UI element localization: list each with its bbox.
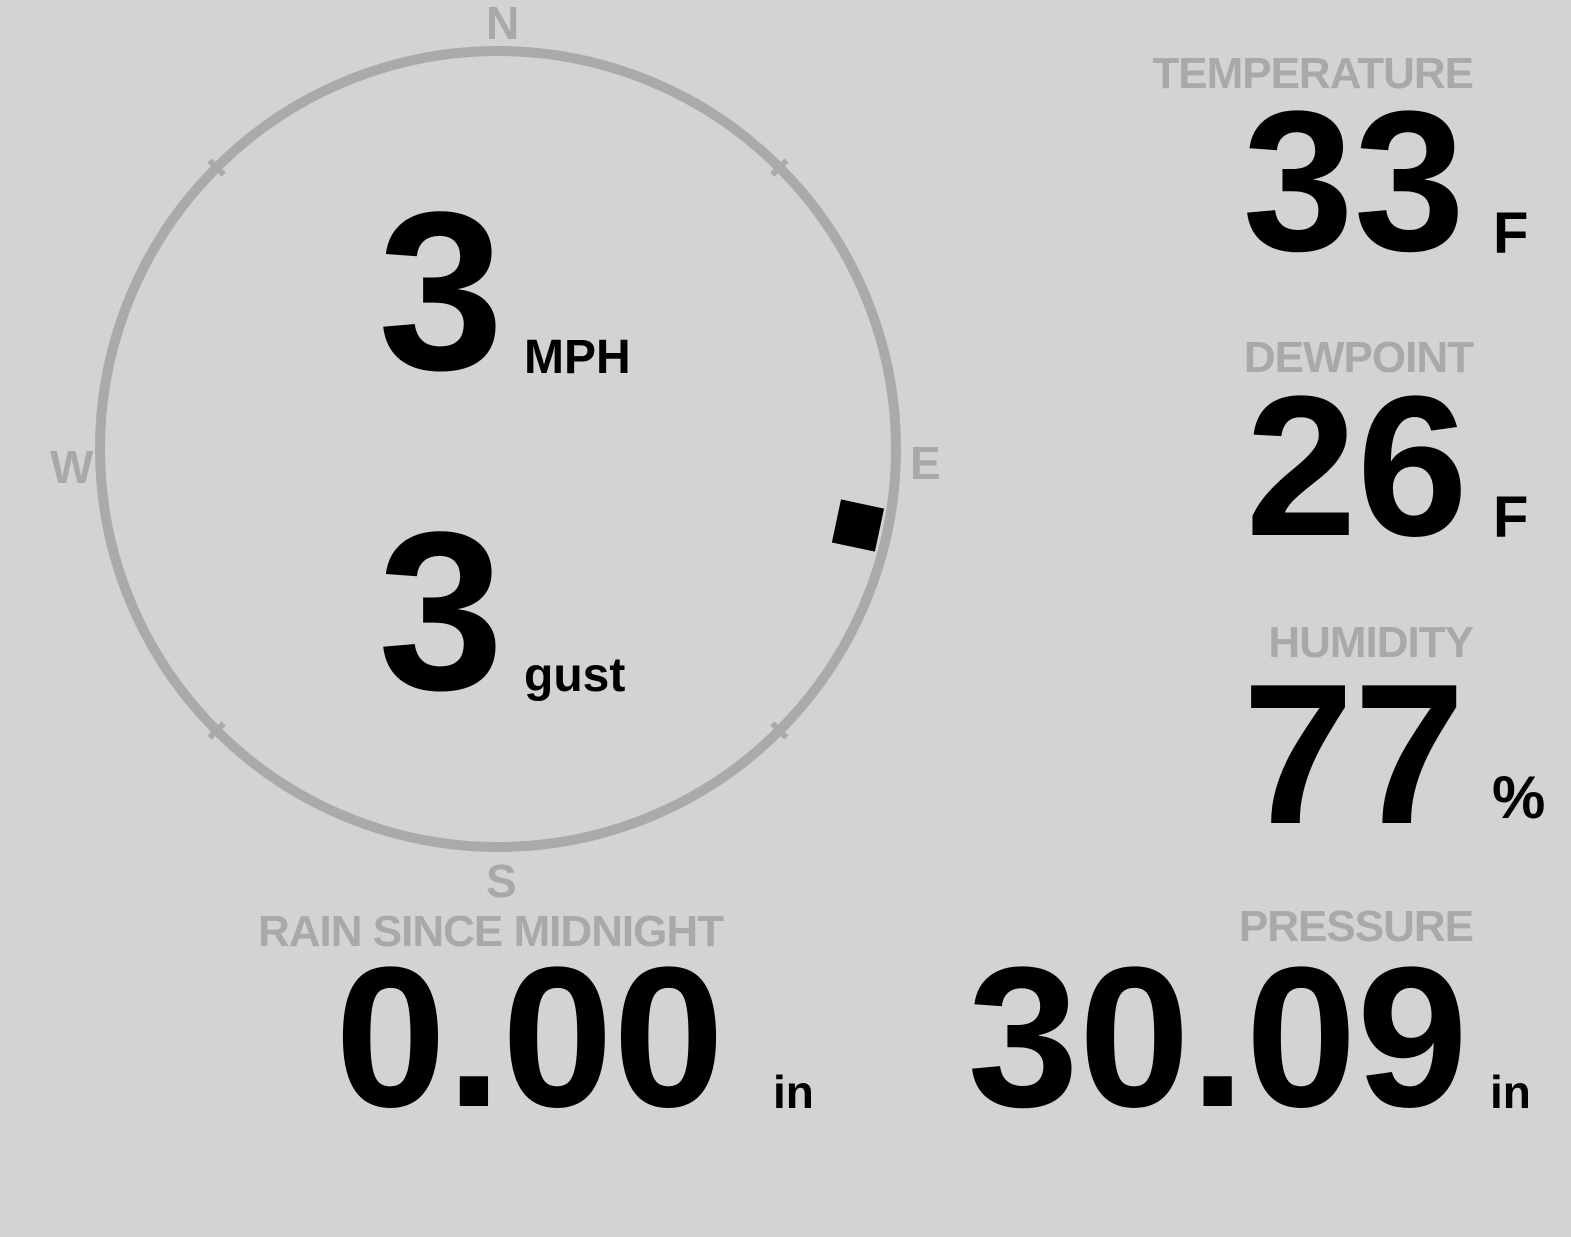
compass-tick: [770, 158, 789, 177]
dewpoint-label: DEWPOINT: [1243, 333, 1474, 382]
wind-speed-value: 3: [378, 164, 504, 417]
pressure-label: PRESSURE: [1238, 902, 1474, 951]
wind-gust-unit: gust: [524, 649, 626, 702]
compass-s: S: [486, 855, 517, 907]
rain-unit: in: [773, 1066, 814, 1118]
humidity-value: 77: [1242, 643, 1465, 866]
compass-e: E: [910, 437, 941, 489]
dewpoint-value: 26: [1245, 355, 1468, 578]
pressure-value: 30.09: [967, 926, 1469, 1149]
wind-gust-value: 3: [378, 484, 504, 737]
wind-direction-pointer: [831, 499, 885, 552]
humidity-unit: %: [1492, 764, 1546, 831]
compass-ticks: [207, 158, 789, 740]
rain-label: RAIN SINCE MIDNIGHT: [258, 907, 724, 956]
pressure-unit: in: [1490, 1066, 1531, 1118]
temperature-unit: F: [1493, 201, 1529, 266]
compass-ring: [95, 46, 901, 852]
rain-value: 0.00: [335, 926, 725, 1149]
humidity-label: HUMIDITY: [1268, 618, 1474, 667]
wind-speed-unit: MPH: [524, 331, 631, 384]
compass-w: W: [50, 441, 94, 493]
compass-n: N: [486, 0, 520, 49]
temperature-label: TEMPERATURE: [1152, 49, 1474, 98]
compass-tick: [770, 721, 789, 740]
compass-tick: [207, 158, 226, 177]
temperature-value: 33: [1242, 70, 1465, 293]
wind-compass: [95, 46, 901, 852]
dewpoint-unit: F: [1493, 485, 1529, 550]
compass-tick: [207, 721, 226, 740]
